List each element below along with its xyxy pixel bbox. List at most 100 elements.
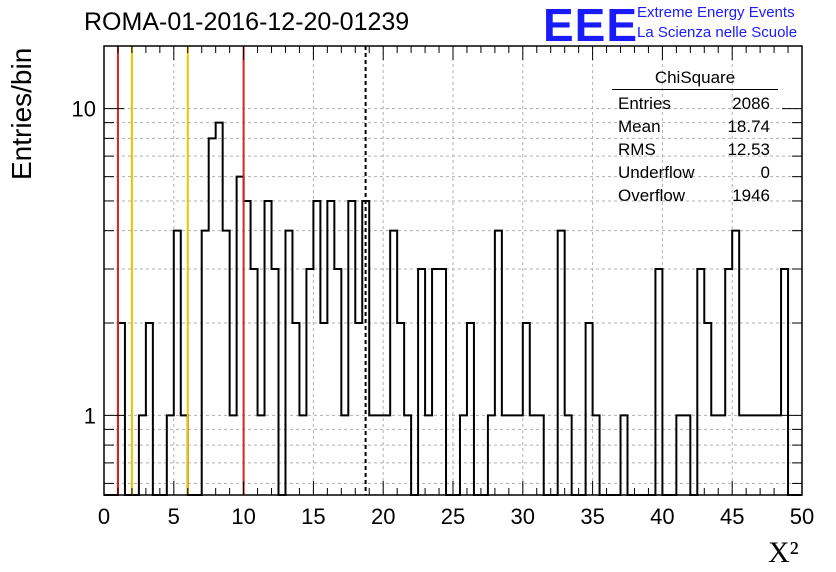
x-tick-label: 10 — [231, 504, 255, 529]
histogram-bin — [306, 269, 313, 495]
x-tick-label: 20 — [371, 504, 395, 529]
histogram-bin — [439, 269, 446, 495]
reference-lines — [116, 46, 367, 495]
histogram-bin — [523, 323, 530, 495]
histogram-bin — [425, 415, 432, 495]
histogram-bin — [530, 415, 537, 495]
x-axis-label: X² — [768, 536, 799, 569]
histogram-bin — [348, 201, 355, 495]
histogram-bin — [404, 415, 411, 495]
x-tick-label: 15 — [301, 504, 325, 529]
x-tick-label: 0 — [98, 504, 110, 529]
histogram-bin — [774, 415, 781, 495]
stats-title: ChiSquare — [612, 68, 778, 90]
histogram-bin — [516, 415, 523, 495]
histogram-bin — [209, 138, 216, 495]
stats-value: 12.53 — [727, 140, 770, 159]
histogram-bin — [711, 415, 718, 495]
histogram-bin — [488, 415, 495, 495]
histogram-bin — [341, 415, 348, 495]
histogram-bin — [718, 415, 725, 495]
histogram-bin — [683, 415, 690, 495]
x-tick-label: 40 — [650, 504, 674, 529]
histogram-bin — [202, 231, 209, 495]
histogram-bin — [285, 231, 292, 495]
histogram-bin — [704, 323, 711, 495]
brand-line-1: Extreme Energy Events — [637, 4, 795, 21]
histogram-bin — [586, 323, 593, 495]
histogram-bin — [292, 323, 299, 495]
stats-label: RMS — [618, 140, 656, 159]
histogram-bin — [467, 323, 474, 495]
histogram-bin — [537, 415, 544, 495]
histogram-bin — [327, 201, 334, 495]
y-tick-label: 1 — [84, 403, 96, 428]
histogram-bin — [258, 415, 265, 495]
histogram-bin — [593, 415, 600, 495]
histogram-bin — [739, 415, 746, 495]
chart-title: ROMA-01-2016-12-20-01239 — [84, 8, 410, 36]
stats-value: 2086 — [732, 94, 770, 113]
histogram-bin — [460, 415, 467, 495]
stats-box: ChiSquare Entries 2086 Mean 18.74 RMS 12… — [612, 68, 778, 207]
histogram-bin — [558, 231, 565, 495]
y-tick-label: 10 — [72, 97, 96, 122]
histogram-bin — [272, 269, 279, 495]
histogram-bin — [237, 177, 244, 495]
x-tick-label: 30 — [511, 504, 535, 529]
histogram-bin — [746, 415, 753, 495]
histogram-bin — [767, 415, 774, 495]
histogram-bin — [655, 269, 662, 495]
histogram-bin — [244, 201, 251, 495]
histogram-bin — [174, 231, 181, 495]
histogram-bin — [216, 123, 223, 495]
histogram-bin — [355, 323, 362, 495]
stats-value: 18.74 — [727, 117, 770, 136]
histogram-bin — [146, 323, 153, 495]
brand-line-2: La Scienza nelle Scuole — [637, 24, 798, 41]
stats-label: Entries — [618, 94, 671, 113]
histogram-bin — [502, 415, 509, 495]
histogram-bin — [781, 269, 788, 495]
x-tick-label: 25 — [441, 504, 465, 529]
histogram-bin — [697, 269, 704, 495]
histogram-bin — [376, 415, 383, 495]
histogram-bin — [732, 231, 739, 495]
axis-ticks — [103, 46, 803, 495]
histogram-bin — [621, 415, 628, 495]
histogram-bin — [397, 323, 404, 495]
histogram-bin — [230, 415, 237, 495]
histogram-bin — [369, 415, 376, 495]
stats-value: 1946 — [732, 186, 770, 205]
histogram-bin — [139, 415, 146, 495]
y-tick-labels: 1 10 — [72, 97, 96, 429]
stats-label: Mean — [618, 117, 661, 136]
stats-row-overflow: Overflow 1946 — [612, 184, 778, 207]
histogram-bin — [181, 415, 188, 495]
x-tick-label: 50 — [790, 504, 814, 529]
histogram-bin — [299, 415, 306, 495]
histogram-bin — [383, 415, 390, 495]
histogram-bin — [753, 415, 760, 495]
y-axis-label: Entries/bin — [6, 47, 37, 180]
histogram-bin — [725, 269, 732, 495]
histogram-bin — [223, 231, 230, 495]
histogram-bin — [495, 231, 502, 495]
eee-logo: EEE — [543, 0, 639, 51]
histogram-bin — [509, 415, 516, 495]
histogram-bin — [760, 415, 767, 495]
stats-row-mean: Mean 18.74 — [612, 115, 778, 138]
histogram-bin — [313, 201, 320, 495]
x-tick-label: 35 — [580, 504, 604, 529]
histogram-bin — [265, 201, 272, 495]
stats-row-entries: Entries 2086 — [612, 92, 778, 115]
stats-row-rms: RMS 12.53 — [612, 138, 778, 161]
histogram-bin — [251, 269, 258, 495]
stats-row-underflow: Underflow 0 — [612, 161, 778, 184]
histogram-bin — [390, 231, 397, 495]
histogram-bin — [320, 323, 327, 495]
histogram-bin — [167, 415, 174, 495]
stats-label: Overflow — [618, 186, 686, 205]
histogram-bin — [565, 415, 572, 495]
